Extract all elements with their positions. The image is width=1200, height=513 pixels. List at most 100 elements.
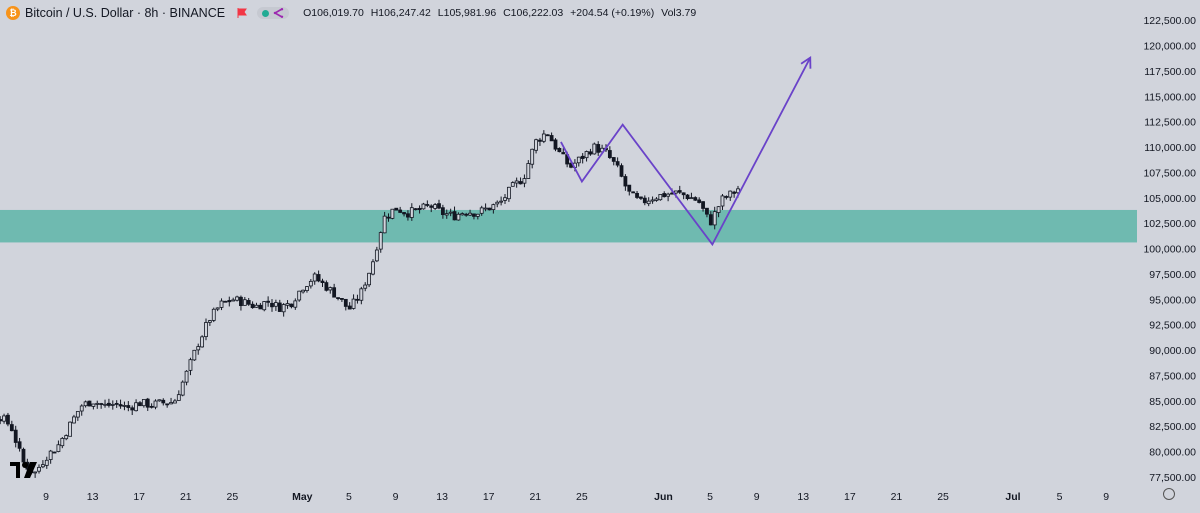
candle-body [402,212,406,215]
candle-body [561,152,566,155]
candle-body [138,402,142,407]
x-tick-label: 9 [43,491,49,503]
share-icon [273,8,284,18]
candle-body [545,134,550,137]
candle-body [242,299,247,306]
candle-body [724,196,729,198]
candle-body [188,359,193,371]
settings-icon[interactable] [1163,488,1175,500]
candle-body [584,151,589,159]
candle-body [130,407,135,411]
x-tick-label: May [292,491,313,503]
y-tick-label: 85,000.00 [1149,396,1196,408]
red-flag-icon[interactable] [237,8,247,18]
y-tick-label: 122,500.00 [1143,15,1196,27]
y-tick-label: 102,500.00 [1143,218,1196,230]
candle-body [355,298,360,301]
candle-body [44,459,49,466]
candle-body [646,200,651,205]
candle-body [514,180,519,184]
x-tick-label: 21 [529,491,541,503]
candle-body [281,304,286,313]
candle-body [685,194,690,200]
candle-body [623,176,628,187]
candle-body [324,282,329,291]
candle-body [126,405,131,408]
x-tick-label: Jul [1005,491,1020,503]
y-tick-label: 92,500.00 [1149,320,1196,332]
candle-body [99,403,104,405]
candle-body [161,399,166,404]
candle-body [642,197,647,204]
symbol-title[interactable]: Bitcoin / U.S. Dollar · 8h · BINANCE [25,6,226,20]
candle-body [9,424,14,432]
tradingview-logo-icon[interactable] [10,460,40,480]
y-tick-label: 87,500.00 [1149,370,1196,382]
candle-body [305,286,309,291]
candle-body [464,213,469,216]
candle-body [196,346,201,351]
candle-body [21,448,26,463]
candle-body [297,290,302,301]
candle-body [235,296,239,301]
x-tick-label: 9 [754,491,760,503]
x-tick-label: 13 [87,491,99,503]
candle-body [289,303,294,308]
candle-body [538,139,542,142]
indicator-pill[interactable] [257,7,290,19]
candle-body [732,191,737,194]
candle-body [262,301,267,311]
candle-body [273,302,278,307]
candle-body [176,394,181,401]
candle-body [503,197,507,201]
candle-body [409,207,414,218]
candle-body [336,297,340,299]
candle-body [374,249,379,262]
candle-body [468,212,472,216]
candle-body [60,438,65,447]
candle-body [270,302,274,308]
candle-body [347,305,352,310]
candle-body [406,213,410,218]
candle-body [351,298,356,309]
y-tick-label: 117,500.00 [1144,66,1196,78]
candle-body [627,184,632,192]
candle-body [378,232,383,250]
candle-body [363,284,368,289]
y-tick-label: 82,500.00 [1149,421,1196,433]
candle-body [619,165,624,177]
candle-body [13,429,18,443]
candle-body [472,213,476,217]
candle-body [223,300,228,303]
volume-value: Vol3.79 [661,7,697,19]
candle-body [460,213,465,216]
candle-body [371,261,375,275]
candle-body [2,415,6,422]
x-tick-label: 17 [133,491,145,503]
candle-body [200,336,205,348]
candle-body [308,280,313,287]
candle-body [677,190,682,193]
candle-body [33,471,38,474]
candle-body [320,280,325,283]
support-zone [0,209,1137,243]
candle-body [6,414,10,425]
x-tick-label: 17 [844,491,856,503]
candle-body [211,308,216,321]
candle-body [413,208,418,211]
candle-body [192,349,197,361]
candle-body [506,186,511,200]
candle-body [728,190,733,198]
x-tick-label: 25 [937,491,949,503]
candle-body [631,191,636,194]
y-tick-label: 105,000.00 [1143,193,1196,205]
candle-body [316,274,321,282]
candle-body [250,303,255,309]
candle-body [495,201,500,205]
y-tick-label: 112,500.00 [1144,117,1196,129]
y-tick-label: 95,000.00 [1149,294,1196,306]
x-tick-label: 13 [797,491,809,503]
candle-body [666,193,671,197]
